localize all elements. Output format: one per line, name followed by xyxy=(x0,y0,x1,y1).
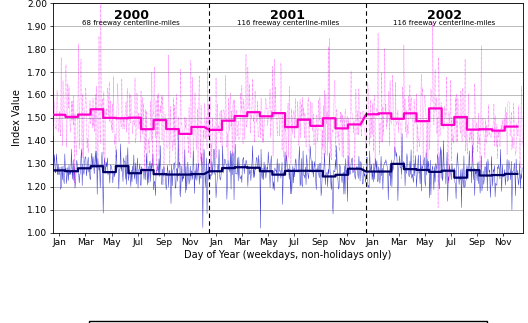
X-axis label: Day of Year (weekdays, non-holidays only): Day of Year (weekdays, non-holidays only… xyxy=(184,250,391,260)
Text: 116 freeway centerline-miles: 116 freeway centerline-miles xyxy=(237,20,339,26)
Text: 2000: 2000 xyxy=(114,9,148,22)
Text: 2002: 2002 xyxy=(427,9,462,22)
Y-axis label: Index Value: Index Value xyxy=(12,89,22,146)
Text: 68 freeway centerline-miles: 68 freeway centerline-miles xyxy=(82,20,180,26)
Text: 2001: 2001 xyxy=(270,9,305,22)
Text: 116 freeway centerline-miles: 116 freeway centerline-miles xyxy=(393,20,495,26)
Legend: Travel Time, Planning Time, Monthly Travel Time, Monthly Planning Time: Travel Time, Planning Time, Monthly Trav… xyxy=(89,321,487,323)
